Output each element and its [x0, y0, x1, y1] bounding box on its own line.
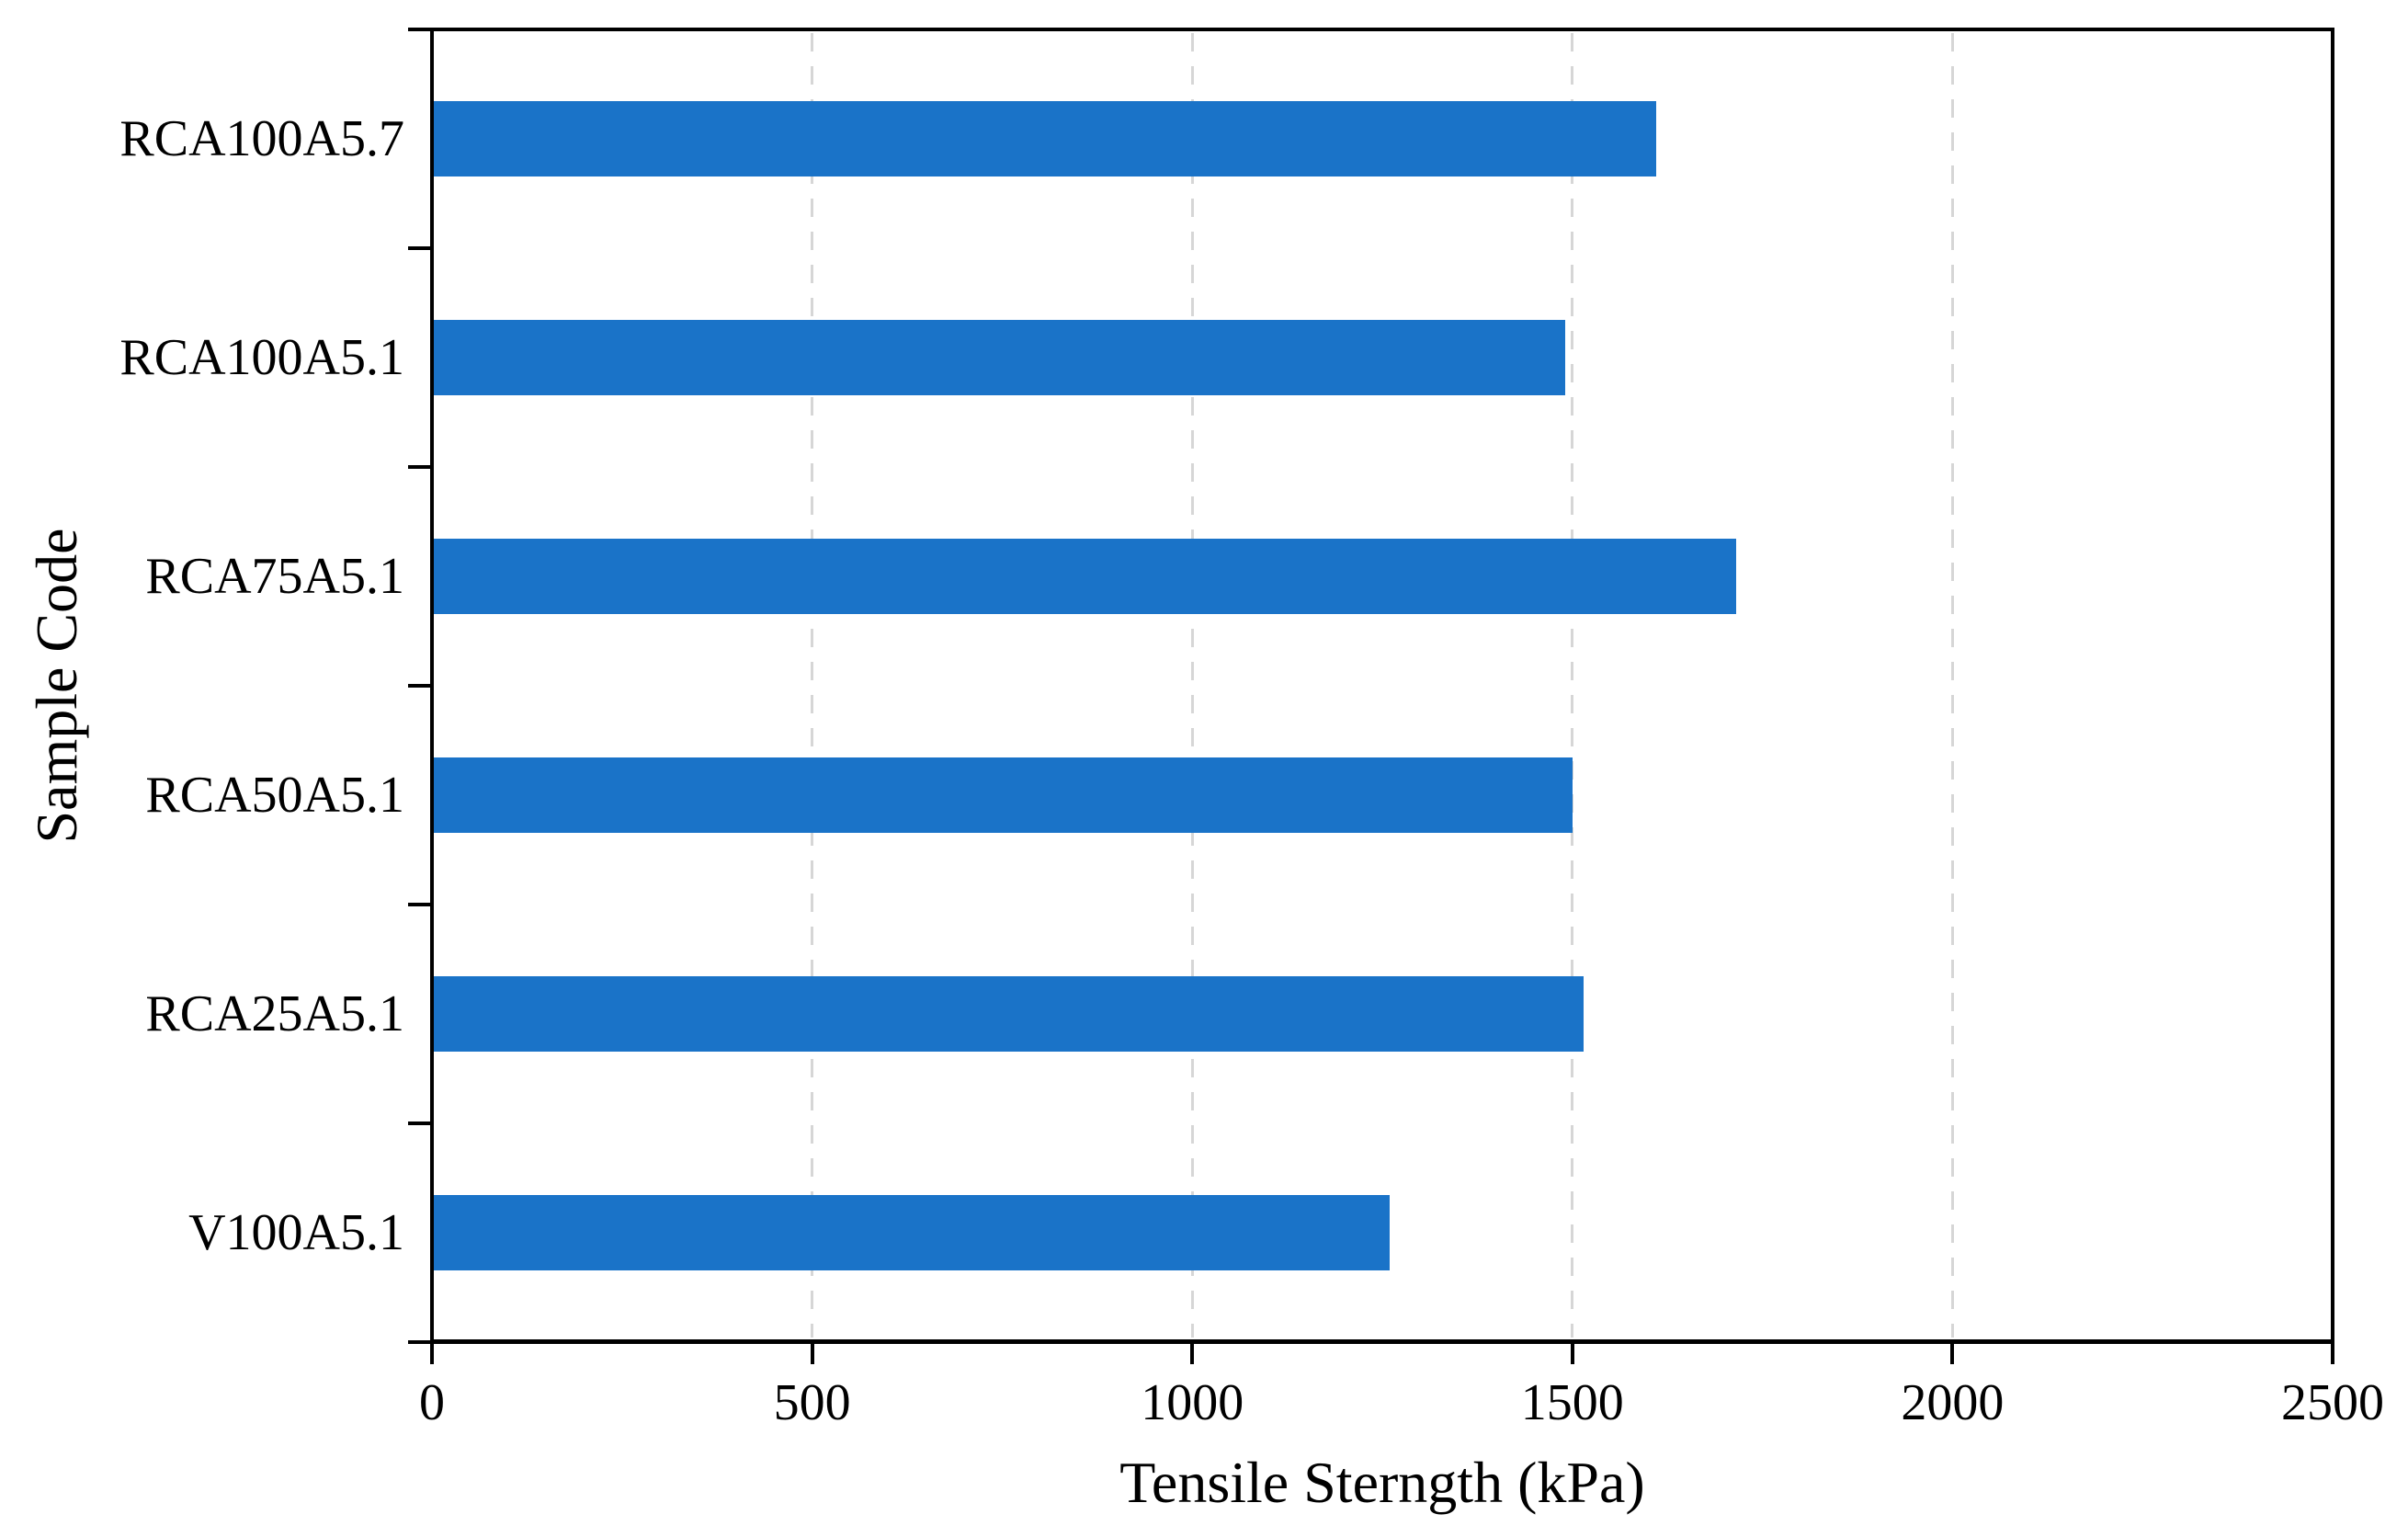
y-category-label-RCA75A5.1: RCA75A5.1	[145, 548, 404, 605]
bar-RCA25A5.1	[432, 976, 1585, 1052]
y-boundary-tick-5	[408, 1121, 430, 1125]
x-tick-2000	[1950, 1342, 1955, 1364]
x-tick-2500	[2331, 1342, 2334, 1364]
x-tick-label-2500: 2500	[2281, 1374, 2384, 1431]
x-tick-1000	[1190, 1342, 1195, 1364]
y-category-label-V100A5.1: V100A5.1	[188, 1204, 404, 1261]
x-tick-500	[810, 1342, 814, 1364]
y-boundary-tick-0	[408, 28, 430, 31]
gridline-x-1000	[1190, 33, 1194, 1338]
bar-RCA50A5.1	[432, 757, 1573, 833]
y-boundary-tick-1	[408, 246, 430, 250]
gridline-x-500	[811, 33, 814, 1338]
plot-spine-top	[430, 28, 2334, 31]
y-category-label-RCA100A5.1: RCA100A5.1	[119, 329, 404, 386]
x-tick-0	[430, 1342, 434, 1364]
x-tick-label-2000: 2000	[1901, 1374, 2005, 1431]
y-boundary-tick-3	[408, 684, 430, 688]
bar-RCA100A5.1	[432, 320, 1565, 395]
gridline-x-1500	[1571, 33, 1574, 1338]
x-tick-label-1500: 1500	[1520, 1374, 1624, 1431]
bar-RCA100A5.7	[432, 101, 1656, 176]
y-boundary-tick-2	[408, 465, 430, 469]
x-axis-title: Tensile Sterngth (kPa)	[1119, 1450, 1645, 1515]
x-tick-1500	[1570, 1342, 1574, 1364]
plot-spine-right	[2331, 28, 2334, 1344]
plot-spine-bottom	[430, 1339, 2334, 1344]
x-tick-label-1000: 1000	[1141, 1374, 1244, 1431]
y-category-label-RCA25A5.1: RCA25A5.1	[145, 985, 404, 1042]
y-category-label-RCA50A5.1: RCA50A5.1	[145, 767, 404, 824]
x-tick-label-500: 500	[773, 1374, 851, 1431]
y-category-label-RCA100A5.7: RCA100A5.7	[119, 110, 404, 167]
plot-spine-left	[430, 28, 434, 1344]
x-tick-label-0: 0	[419, 1374, 445, 1431]
y-boundary-tick-6	[408, 1340, 430, 1344]
bar-RCA75A5.1	[432, 539, 1736, 614]
y-boundary-tick-4	[408, 903, 430, 906]
gridline-x-2000	[1950, 33, 1954, 1338]
bar-V100A5.1	[432, 1195, 1391, 1270]
